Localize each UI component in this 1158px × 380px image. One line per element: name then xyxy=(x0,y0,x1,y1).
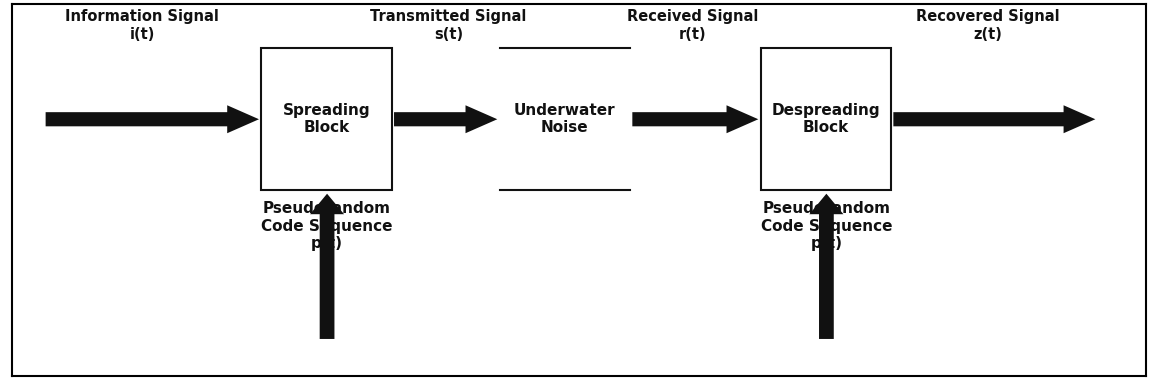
Text: Spreading
Block: Spreading Block xyxy=(283,103,371,135)
Text: Pseudorandom
Code Sequence
p(t): Pseudorandom Code Sequence p(t) xyxy=(262,201,393,251)
Text: Received Signal
r(t): Received Signal r(t) xyxy=(626,10,758,42)
Text: Recovered Signal
z(t): Recovered Signal z(t) xyxy=(916,10,1060,42)
FancyArrow shape xyxy=(893,105,1095,133)
Text: Despreading
Block: Despreading Block xyxy=(771,103,880,135)
Bar xyxy=(262,49,391,190)
FancyArrow shape xyxy=(809,194,843,339)
FancyArrow shape xyxy=(310,194,344,339)
FancyArrow shape xyxy=(394,105,497,133)
Text: Underwater
Noise: Underwater Noise xyxy=(514,103,616,135)
FancyArrow shape xyxy=(632,105,758,133)
Text: Pseudorandom
Code Sequence
p(t): Pseudorandom Code Sequence p(t) xyxy=(761,201,892,251)
Text: Transmitted Signal
s(t): Transmitted Signal s(t) xyxy=(371,10,527,42)
Bar xyxy=(761,49,892,190)
Text: Information Signal
i(t): Information Signal i(t) xyxy=(65,10,219,42)
FancyArrow shape xyxy=(45,105,259,133)
